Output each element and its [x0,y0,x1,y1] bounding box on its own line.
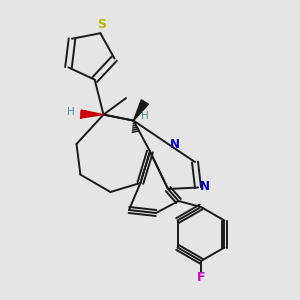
Text: H: H [141,111,149,121]
Text: N: N [169,137,180,151]
Text: O: O [80,110,88,120]
Text: N: N [200,179,210,193]
Text: S: S [97,18,106,31]
Text: .: . [77,105,83,123]
Polygon shape [81,110,103,118]
Polygon shape [134,100,148,121]
Text: H: H [67,106,75,117]
Text: F: F [197,271,205,284]
